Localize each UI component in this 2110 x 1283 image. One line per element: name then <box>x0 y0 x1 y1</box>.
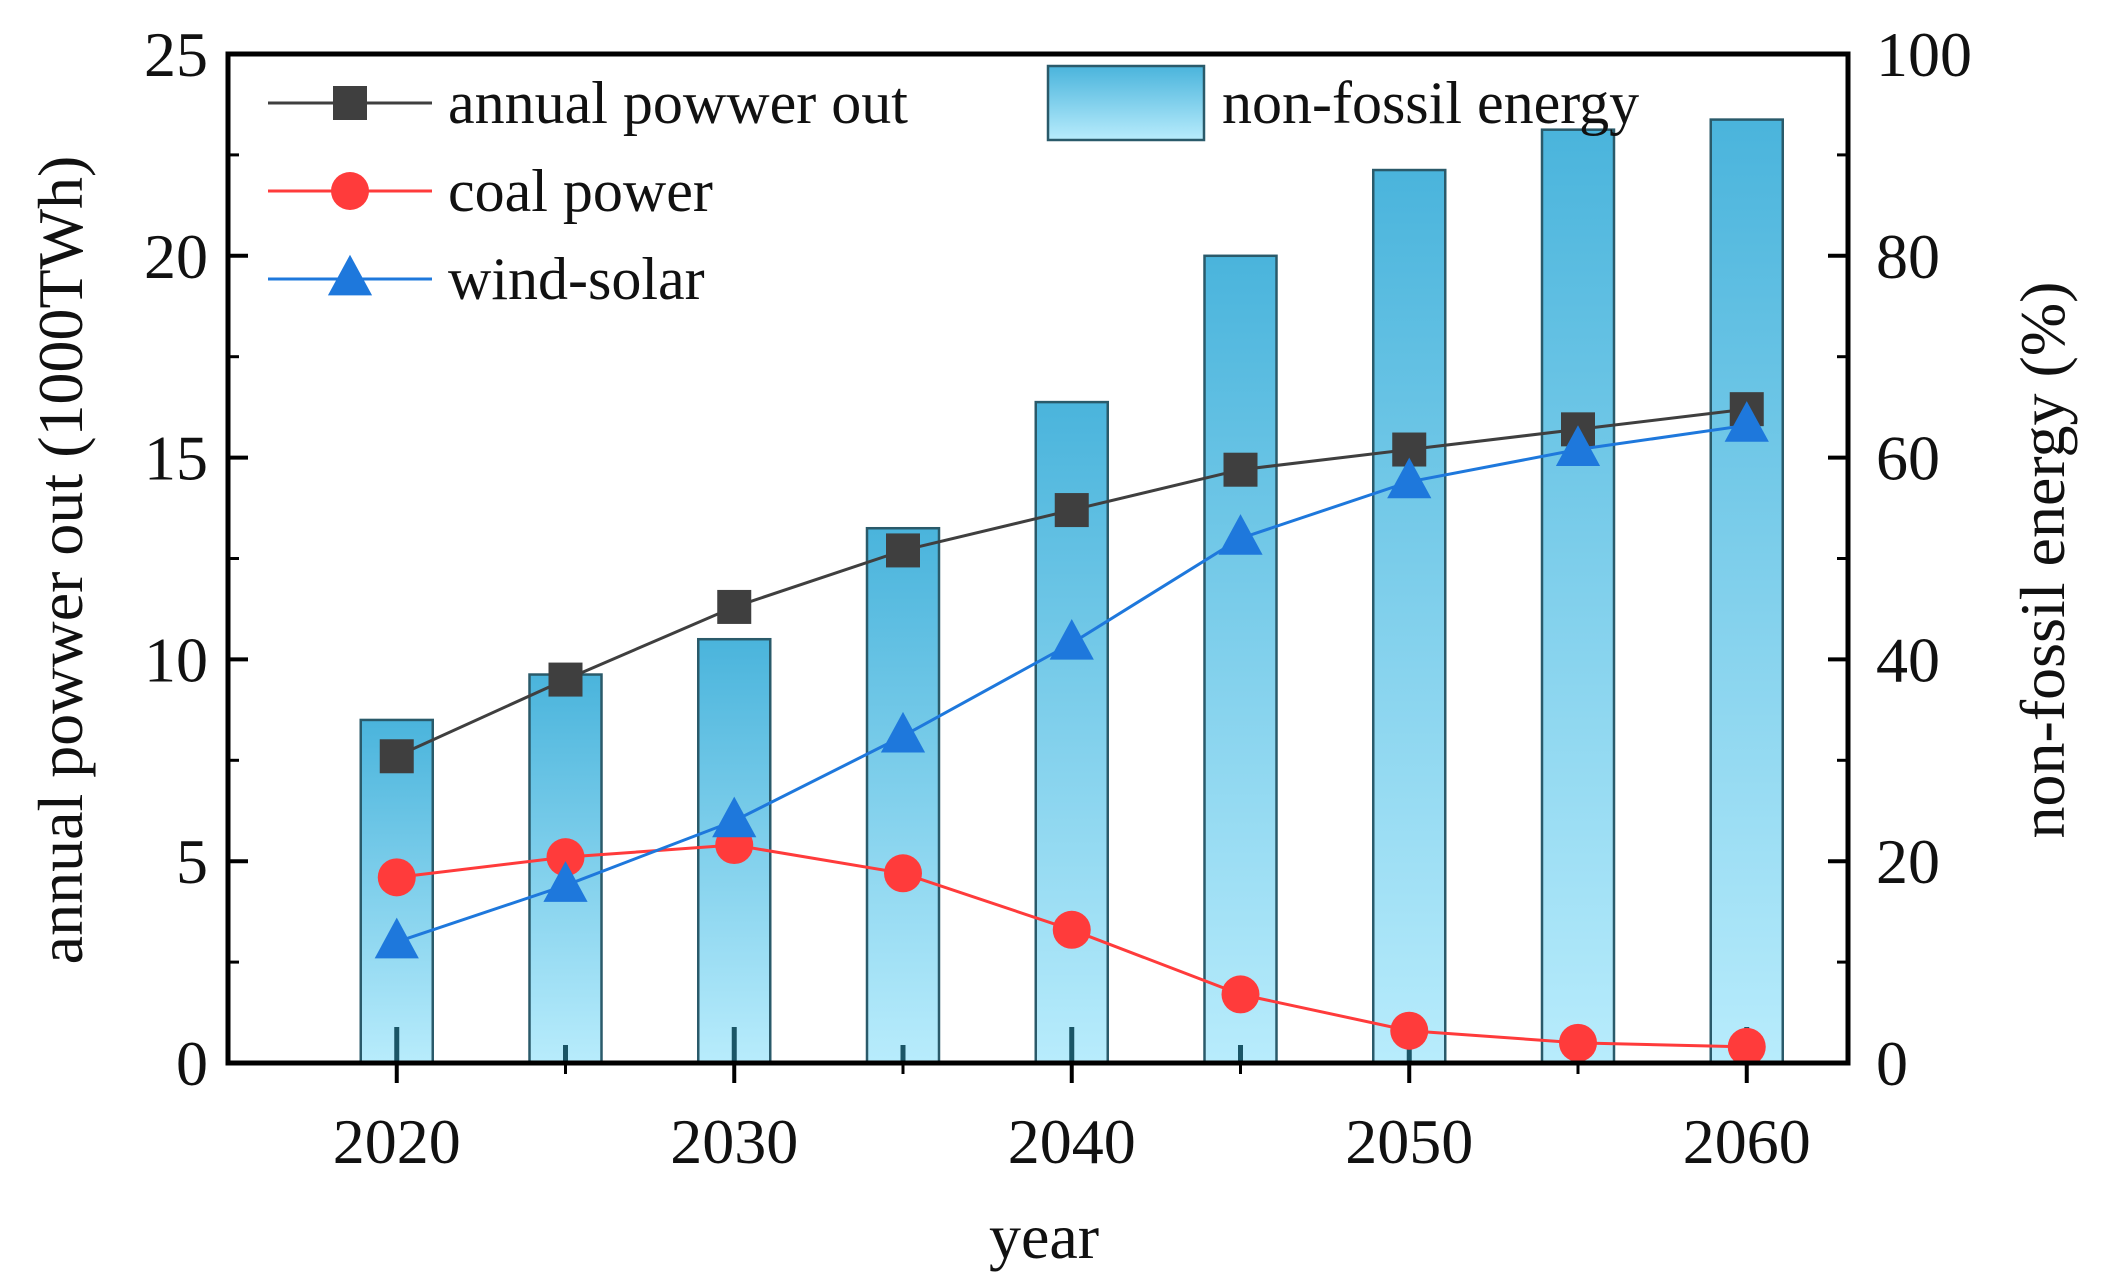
lines-layer <box>374 392 1769 1066</box>
legend-label-annual-powwer-out: annual powwer out <box>448 70 908 136</box>
point-coal-power-2045 <box>1221 975 1260 1014</box>
point-coal-power-2040 <box>1052 910 1091 949</box>
point-wind-solar-2040 <box>1049 619 1094 660</box>
point-coal-power-2035 <box>884 854 922 893</box>
point-wind-solar-2025 <box>543 861 588 902</box>
point-wind-solar-2035 <box>880 711 926 753</box>
legend-marker-coal-power <box>331 172 369 210</box>
x-axis-title: year <box>989 1201 1099 1272</box>
right-axis-title: non-fossil energy (%) <box>2007 282 2078 839</box>
legend-swatch-non-fossil-energy <box>1046 64 1206 142</box>
x-tick-label: 2060 <box>1683 1106 1811 1177</box>
point-annual-powwer-out-2040 <box>1054 493 1089 528</box>
point-coal-power-2020 <box>377 858 416 897</box>
point-coal-power-2060 <box>1727 1027 1766 1066</box>
legend-label-non-fossil-energy: non-fossil energy <box>1222 70 1639 136</box>
legend-marker-annual-powwer-out <box>333 86 367 120</box>
bar-2035 <box>865 526 941 1065</box>
left-tick-label: 20 <box>144 221 208 292</box>
point-wind-solar-2030 <box>712 796 757 838</box>
bar-2045 <box>1203 254 1278 1065</box>
point-coal-power-2055 <box>1559 1023 1597 1062</box>
right-tick-label: 20 <box>1876 826 1940 897</box>
bar-2050 <box>1372 168 1447 1065</box>
x-tick-label: 2030 <box>670 1106 798 1177</box>
right-tick-label: 60 <box>1876 423 1940 494</box>
point-annual-powwer-out-2035 <box>886 533 920 568</box>
legend-label-wind-solar: wind-solar <box>448 246 705 312</box>
legend-marker-wind-solar <box>327 254 373 296</box>
left-tick-label: 10 <box>144 624 208 695</box>
point-wind-solar-2045 <box>1218 514 1263 555</box>
right-tick-label: 0 <box>1876 1028 1908 1099</box>
point-annual-powwer-out-2020 <box>379 739 414 774</box>
point-wind-solar-2055 <box>1555 425 1601 466</box>
point-annual-powwer-out-2030 <box>717 589 752 624</box>
right-tick-label: 40 <box>1876 624 1940 695</box>
bar-2055 <box>1540 128 1616 1065</box>
left-axis-title: annual powwer out (1000TWh) <box>25 156 96 965</box>
right-tick-label: 80 <box>1876 221 1940 292</box>
legend-label-coal-power: coal power <box>448 158 713 224</box>
bar-2060 <box>1709 118 1784 1065</box>
left-tick-label: 25 <box>144 19 208 90</box>
x-tick-label: 2040 <box>1008 1106 1136 1177</box>
x-tick-label: 2050 <box>1345 1106 1473 1177</box>
left-tick-label: 15 <box>144 423 208 494</box>
point-wind-solar-2060 <box>1724 401 1769 442</box>
left-tick-label: 5 <box>176 826 208 897</box>
point-annual-powwer-out-2025 <box>548 662 583 697</box>
point-coal-power-2050 <box>1390 1011 1429 1050</box>
bars-layer <box>359 118 1784 1065</box>
left-tick-label: 0 <box>176 1028 208 1099</box>
legend: annual powwer out coal power wind-solar non… <box>268 64 1639 312</box>
point-annual-powwer-out-2045 <box>1223 452 1258 487</box>
right-tick-label: 100 <box>1876 19 1972 90</box>
x-tick-label: 2020 <box>333 1106 461 1177</box>
point-wind-solar-2020 <box>374 917 419 959</box>
point-wind-solar-2050 <box>1387 457 1432 499</box>
point-coal-power-2025 <box>546 838 585 877</box>
